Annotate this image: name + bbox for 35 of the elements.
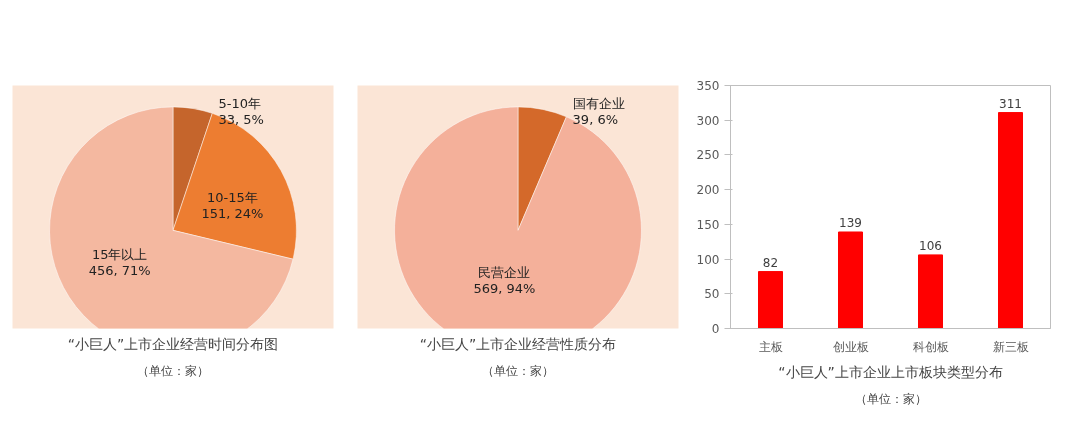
bar bbox=[998, 112, 1023, 329]
slice-label: 国有企业 bbox=[572, 95, 625, 111]
data-label: 82 bbox=[762, 255, 779, 270]
y-tick-label: 0 bbox=[711, 322, 720, 336]
data-label: 311 bbox=[999, 96, 1022, 111]
text: （单位：家） bbox=[137, 363, 209, 378]
slice-label: 民营企业 bbox=[478, 265, 531, 281]
data-label: 39, 6% bbox=[572, 111, 619, 127]
y-tick-label: 250 bbox=[696, 148, 720, 163]
x-tick-label: 新三板 bbox=[992, 339, 1029, 354]
text: “小巨人”上市企业上市板块类型分布 bbox=[778, 363, 1003, 380]
text: （单位：家） bbox=[854, 391, 927, 406]
x-tick-label: 科创板 bbox=[912, 339, 949, 354]
slice-label: 5-10年 bbox=[218, 95, 261, 111]
y-tick-label: 350 bbox=[696, 79, 720, 93]
bar bbox=[918, 254, 943, 329]
y-tick-label: 200 bbox=[696, 183, 720, 198]
y-tick-label: 100 bbox=[696, 252, 720, 267]
slice-label: 10-15年 bbox=[207, 190, 258, 206]
slice-label: 15年以上 bbox=[91, 246, 148, 262]
bar bbox=[758, 271, 783, 329]
data-label: 151, 24% bbox=[201, 205, 264, 221]
data-label: 456, 71% bbox=[88, 262, 151, 278]
y-tick-label: 150 bbox=[696, 217, 720, 232]
x-tick-label: 主板 bbox=[758, 339, 783, 354]
data-label: 139 bbox=[839, 215, 862, 230]
y-tick-label: 50 bbox=[704, 287, 720, 302]
text: “小巨人”上市企业经营性质分布 bbox=[419, 335, 617, 352]
x-tick-label: 创业板 bbox=[832, 339, 869, 354]
text: “小巨人”上市企业经营时间分布图 bbox=[67, 335, 279, 352]
text: （单位：家） bbox=[482, 363, 554, 378]
bar bbox=[838, 231, 863, 329]
data-label: 106 bbox=[919, 238, 942, 253]
y-tick-label: 300 bbox=[696, 113, 720, 128]
data-label: 569, 94% bbox=[473, 281, 536, 297]
